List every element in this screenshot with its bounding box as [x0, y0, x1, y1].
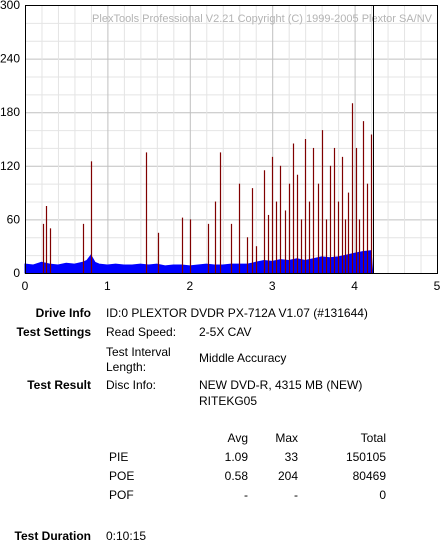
disc-info-value-line1: NEW DVD-R, 4315 MB (NEW) — [199, 378, 363, 392]
read-speed-label: Read Speed: — [106, 325, 177, 339]
col-header-total: Total — [360, 431, 386, 445]
row-pof-max: - — [294, 488, 298, 502]
y-tick-label: 240 — [0, 52, 20, 66]
watermark: PlexTools Professional V2.21 Copyright (… — [92, 13, 433, 25]
x-tick-label: 2 — [186, 279, 193, 293]
row-pie-name: PIE — [109, 450, 129, 464]
row-poe-max: 204 — [277, 469, 298, 483]
x-axis-labels: 0 1 2 3 4 5 — [22, 279, 441, 293]
row-pof-total: 0 — [379, 488, 386, 502]
pie-series — [24, 250, 374, 274]
col-header-max: Max — [275, 431, 298, 445]
pie-poe-chart: PlexTools Professional V2.21 Copyright (… — [0, 0, 441, 293]
row-pie-total: 150105 — [345, 450, 386, 464]
test-duration-value: 0:10:15 — [106, 529, 147, 543]
disc-info-value-line2: RITEKG05 — [199, 394, 258, 408]
col-header-avg: Avg — [227, 431, 248, 445]
drive-info-label: Drive Info — [35, 306, 91, 320]
y-axis-labels: 0 60 120 180 240 300 — [0, 0, 20, 280]
interval-label-line2: Length: — [106, 360, 147, 374]
x-tick-label: 1 — [104, 279, 111, 293]
y-tick-label: 60 — [7, 212, 21, 226]
row-pie-max: 33 — [284, 450, 298, 464]
y-tick-label: 300 — [0, 0, 20, 12]
x-tick-label: 4 — [351, 279, 358, 293]
row-pof-name: POF — [109, 488, 134, 502]
plot-border — [25, 5, 438, 274]
y-tick-label: 180 — [0, 105, 20, 119]
test-result-label: Test Result — [27, 378, 91, 392]
row-pof-avg: - — [244, 488, 248, 502]
pie-area — [24, 250, 374, 274]
y-tick-label: 0 — [13, 266, 20, 280]
x-tick-label: 3 — [269, 279, 276, 293]
row-pie-avg: 1.09 — [224, 450, 248, 464]
row-poe-name: POE — [109, 469, 135, 483]
interval-label-line1: Test Interval — [106, 345, 171, 359]
x-tick-label: 5 — [434, 279, 441, 293]
drive-info-value: ID:0 PLEXTOR DVDR PX-712A V1.07 (#131644… — [106, 306, 368, 320]
y-tick-label: 120 — [0, 159, 20, 173]
test-duration-label: Test Duration — [14, 529, 91, 543]
x-tick-label: 0 — [22, 279, 29, 293]
row-poe-avg: 0.58 — [224, 469, 248, 483]
interval-value: Middle Accuracy — [199, 351, 287, 365]
row-poe-total: 80469 — [352, 469, 386, 483]
read-speed-value: 2-5X CAV — [199, 325, 252, 339]
poe-series — [42, 103, 373, 273]
disc-info-label: Disc Info: — [106, 378, 157, 392]
test-settings-label: Test Settings — [16, 325, 91, 339]
